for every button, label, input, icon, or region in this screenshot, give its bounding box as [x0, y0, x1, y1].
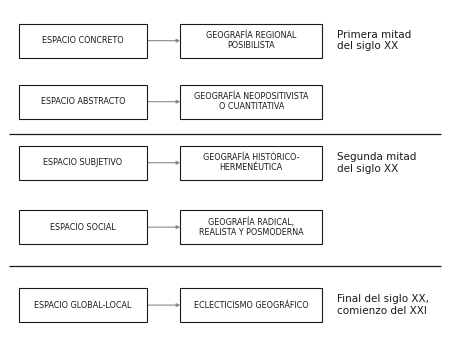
Text: ESPACIO ABSTRACTO: ESPACIO ABSTRACTO: [41, 97, 125, 106]
Bar: [180, 24, 322, 58]
Bar: [19, 210, 147, 244]
Text: Segunda mitad
del siglo XX: Segunda mitad del siglo XX: [337, 152, 416, 174]
Text: GEOGRAFÍA HISTÓRICO-
HERMENÉUTICA: GEOGRAFÍA HISTÓRICO- HERMENÉUTICA: [203, 153, 300, 173]
Text: ESPACIO SUBJETIVO: ESPACIO SUBJETIVO: [44, 158, 122, 167]
Bar: [19, 146, 147, 180]
Text: ESPACIO SOCIAL: ESPACIO SOCIAL: [50, 223, 116, 232]
Text: GEOGRAFÍA REGIONAL
POSIBILISTA: GEOGRAFÍA REGIONAL POSIBILISTA: [206, 31, 296, 51]
Bar: [180, 210, 322, 244]
Bar: [180, 288, 322, 322]
Text: ECLECTICISMO GEOGRÁFICO: ECLECTICISMO GEOGRÁFICO: [194, 301, 309, 310]
Bar: [180, 146, 322, 180]
Text: ESPACIO CONCRETO: ESPACIO CONCRETO: [42, 36, 124, 45]
Bar: [19, 85, 147, 119]
Text: ESPACIO GLOBAL-LOCAL: ESPACIO GLOBAL-LOCAL: [34, 301, 132, 310]
Bar: [19, 288, 147, 322]
Text: Final del siglo XX,
comienzo del XXI: Final del siglo XX, comienzo del XXI: [337, 294, 428, 316]
Bar: [180, 85, 322, 119]
Text: GEOGRAFÍA RADICAL,
REALISTA Y POSMODERNA: GEOGRAFÍA RADICAL, REALISTA Y POSMODERNA: [199, 217, 303, 237]
Bar: [19, 24, 147, 58]
Text: GEOGRAFÍA NEOPOSITIVISTA
O CUANTITATIVA: GEOGRAFÍA NEOPOSITIVISTA O CUANTITATIVA: [194, 92, 309, 112]
Text: Primera mitad
del siglo XX: Primera mitad del siglo XX: [337, 30, 411, 52]
